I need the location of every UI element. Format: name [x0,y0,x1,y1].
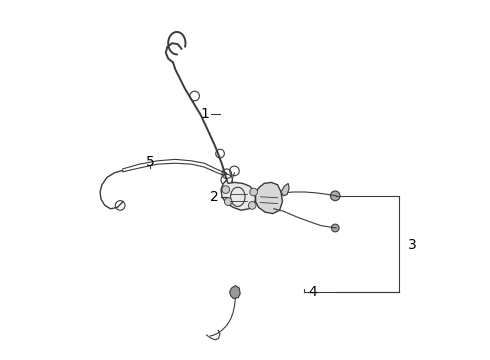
Text: 5: 5 [146,155,154,169]
Text: 2: 2 [210,190,219,204]
Polygon shape [221,180,256,210]
Circle shape [330,191,340,201]
Polygon shape [256,183,282,213]
Text: 4: 4 [308,285,317,299]
Polygon shape [230,285,240,298]
Circle shape [250,188,257,196]
Circle shape [224,198,232,206]
Text: 1: 1 [200,107,209,121]
Text: 3: 3 [408,238,416,252]
Circle shape [248,202,256,209]
Polygon shape [281,183,289,196]
Circle shape [222,186,230,193]
Circle shape [331,224,339,232]
